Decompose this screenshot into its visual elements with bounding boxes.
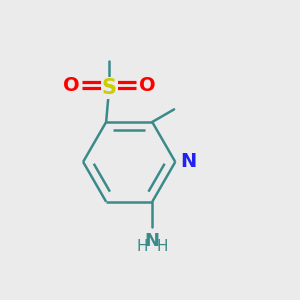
Text: H: H	[136, 239, 148, 254]
Text: S: S	[102, 78, 117, 98]
Text: N: N	[145, 232, 160, 250]
Text: O: O	[139, 76, 155, 94]
Text: H: H	[157, 239, 168, 254]
Text: N: N	[181, 152, 197, 171]
Text: O: O	[63, 76, 80, 94]
